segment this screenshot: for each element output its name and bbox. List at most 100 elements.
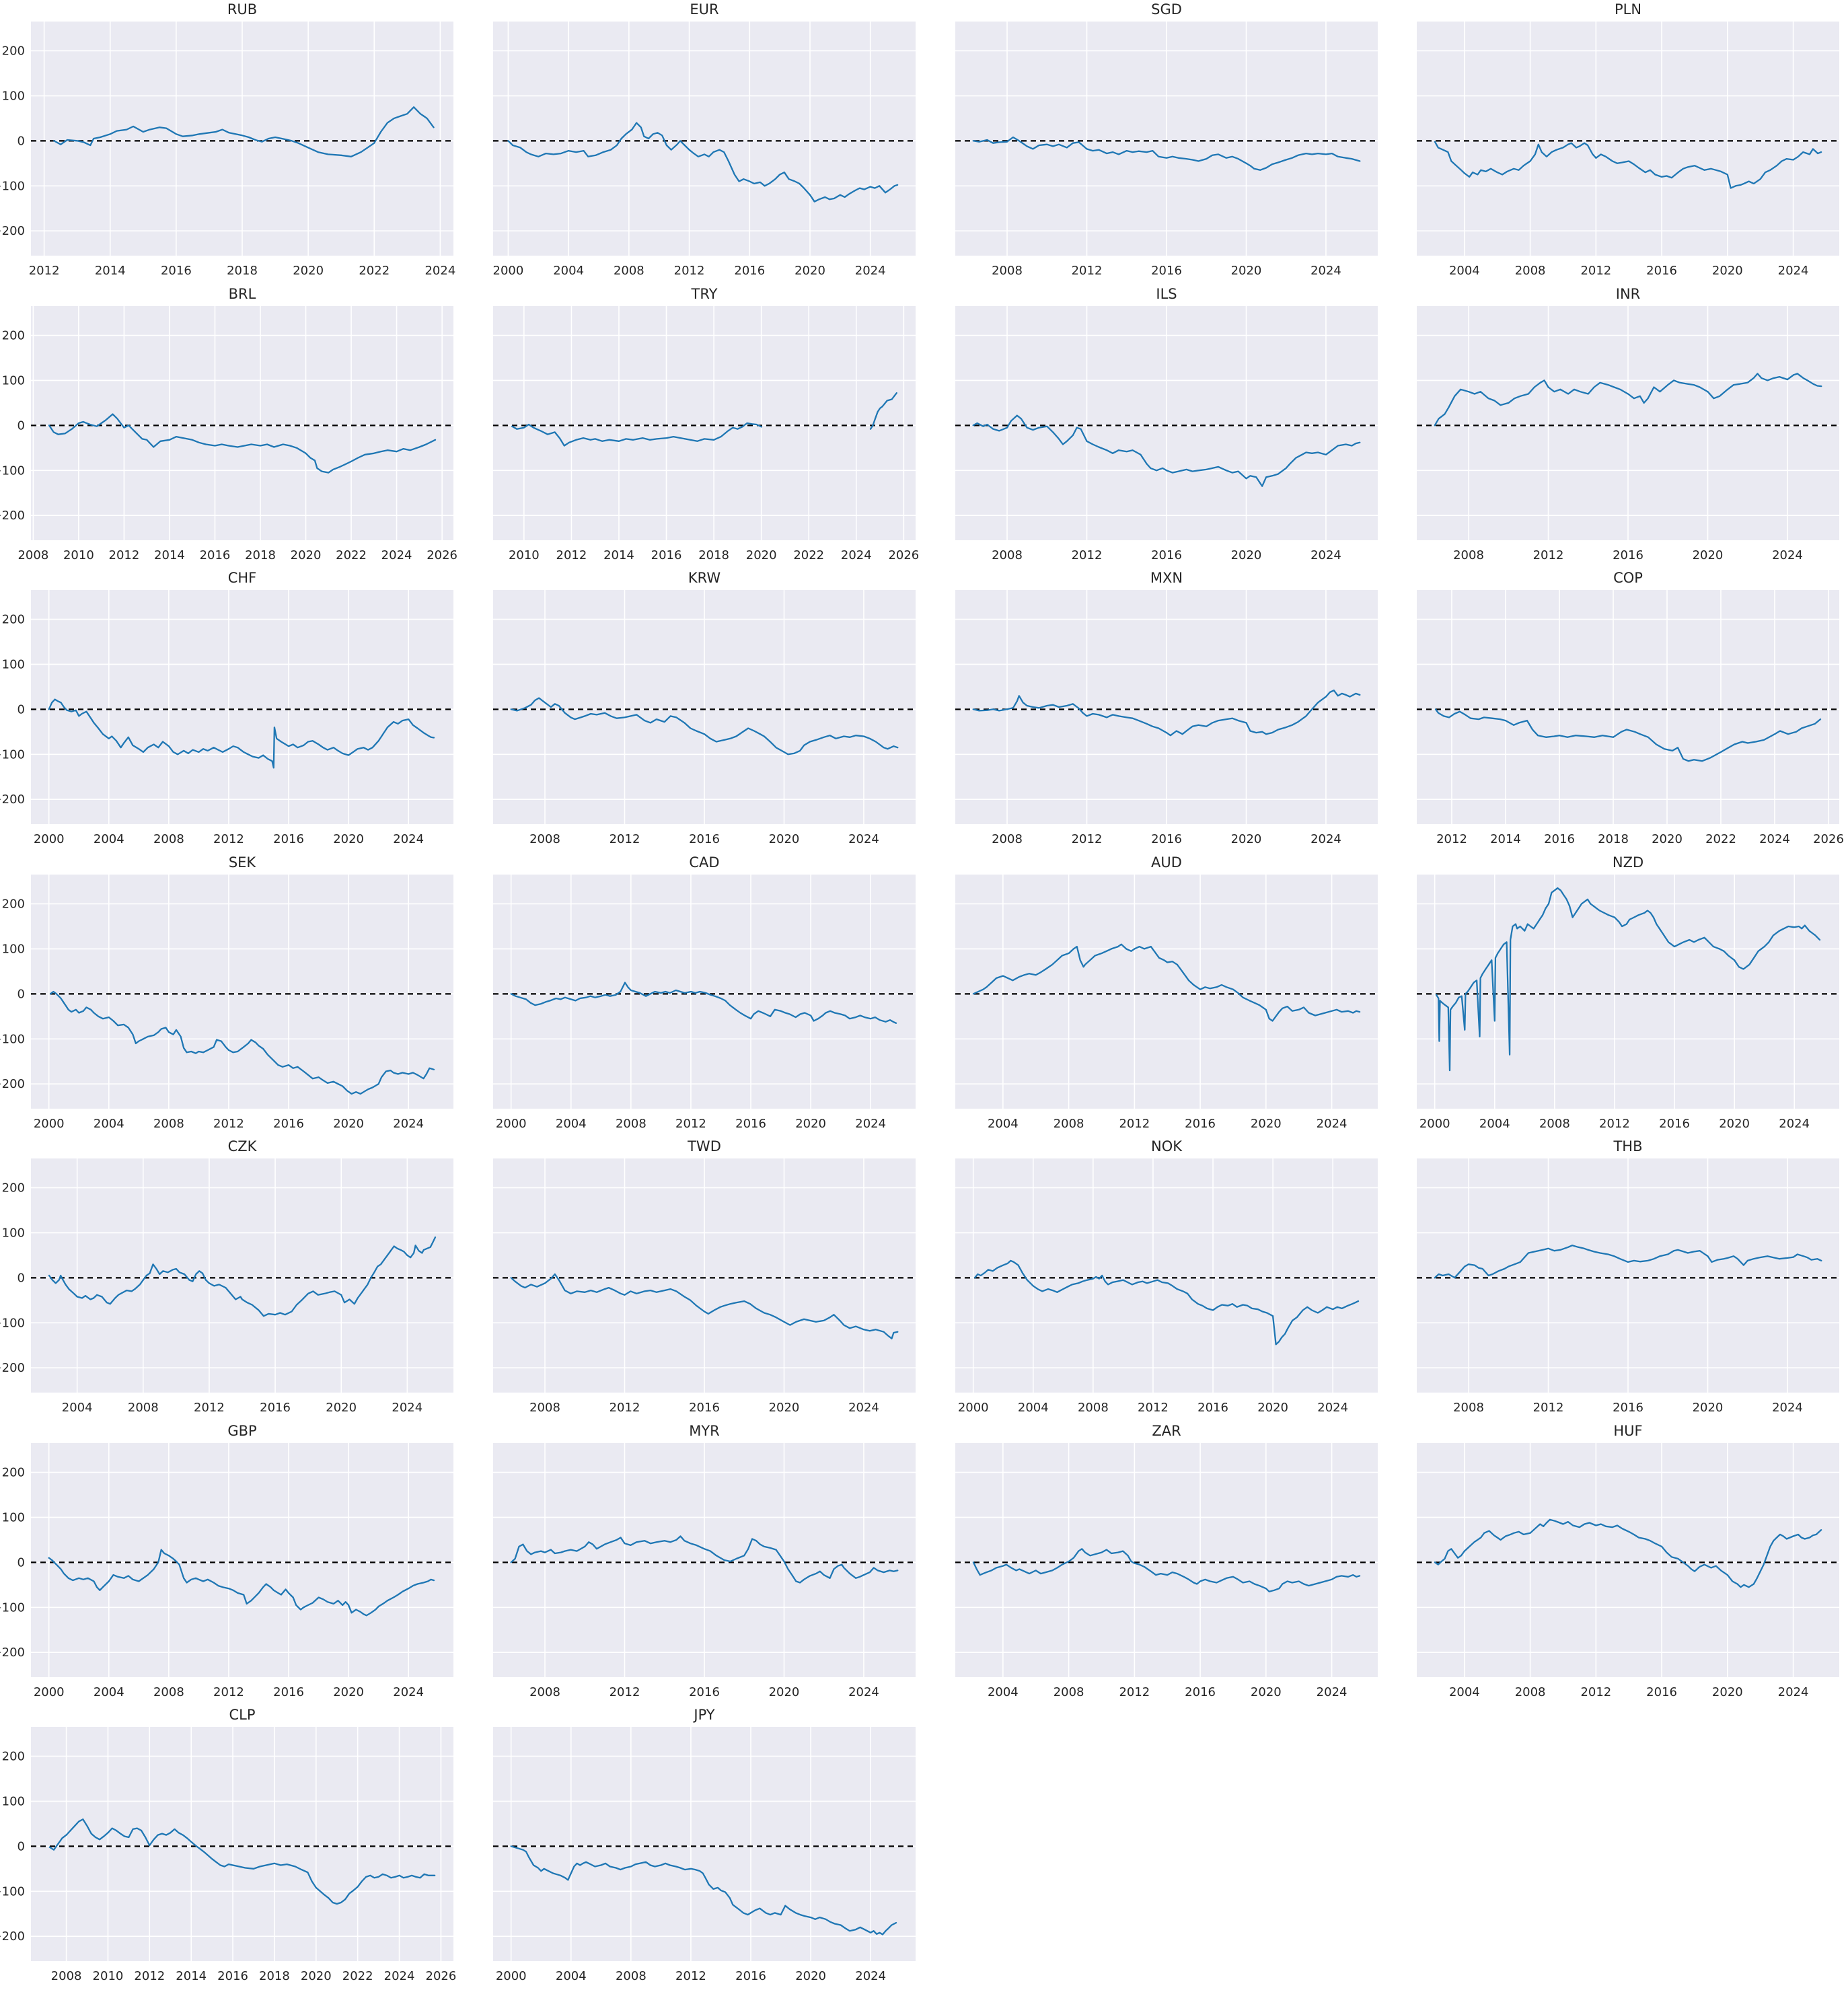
series-line-cad [510, 982, 897, 1024]
chart-rub: RUB 2012 2014 2016 2018 2020 2022 2024 −200 −100 0… [0, 0, 461, 284]
x-tick-label: 2016 [273, 1117, 304, 1131]
x-tick-label: 2020 [333, 1685, 364, 1699]
y-tick-label: −200 [0, 1361, 25, 1375]
x-tick-label: 2012 [1119, 1685, 1150, 1699]
series-line-cop [1435, 708, 1822, 762]
chart-sgd: SGD 2008 2012 2016 2020 2024 [924, 0, 1386, 284]
x-tick-label: 2020 [768, 1401, 799, 1415]
y-tick-label: −200 [0, 1077, 25, 1091]
chart-canvas-czk: CZK 2004 2008 2012 2016 2020 2024 −200 −100 0 100 2… [0, 1138, 453, 1415]
x-tick-label: 2000 [34, 1685, 65, 1699]
x-tick-label: 2024 [381, 548, 412, 562]
chart-title: NZD [1613, 854, 1643, 871]
x-tick-label: 2026 [427, 548, 457, 562]
x-tick-label: 2004 [94, 832, 124, 846]
x-tick-label: 2020 [1230, 832, 1261, 846]
y-tick-label: 100 [2, 89, 25, 103]
plot-area [1417, 590, 1840, 825]
y-tick-label: 0 [17, 702, 25, 716]
x-tick-label: 2012 [609, 1685, 640, 1699]
chart-canvas-brl: BRL 2008 2010 2012 2014 2016 2018 2020 2022 2024 2… [0, 286, 457, 562]
y-tick-label: 200 [2, 1750, 25, 1764]
chart-title: INR [1616, 286, 1641, 302]
chart-title: SEK [229, 854, 257, 871]
plot-area [955, 1442, 1378, 1677]
x-tick-label: 2014 [603, 548, 634, 562]
x-tick-label: 2016 [1659, 1117, 1690, 1131]
y-tick-label: −200 [0, 224, 25, 238]
x-tick-label: 2024 [1772, 1401, 1803, 1415]
y-tick-label: 200 [2, 328, 25, 342]
x-tick-label: 2012 [213, 1685, 244, 1699]
x-tick-label: 2012 [673, 264, 704, 278]
x-tick-label: 2024 [384, 1969, 415, 1983]
x-tick-label: 2024 [1310, 264, 1341, 278]
chart-canvas-try: TRY 2010 2012 2014 2016 2018 2020 2022 2024 2026 [492, 286, 919, 562]
series-line-thb [1434, 1245, 1822, 1279]
x-tick-label: 2004 [1017, 1401, 1048, 1415]
chart-canvas-mxn: MXN 2008 2012 2016 2020 2024 [955, 570, 1378, 846]
chart-title: RUB [227, 1, 257, 17]
series-line-pln [1434, 141, 1822, 189]
chart-title: AUD [1151, 854, 1182, 871]
x-tick-label: 2016 [734, 264, 765, 278]
x-tick-label: 2016 [735, 1117, 766, 1131]
chart-title: MYR [689, 1423, 720, 1439]
x-tick-label: 2018 [259, 1969, 290, 1983]
y-tick-label: 200 [2, 1181, 25, 1195]
x-tick-label: 2010 [509, 548, 540, 562]
y-tick-label: −100 [0, 747, 25, 762]
x-tick-label: 2026 [888, 548, 919, 562]
chart-title: NOK [1150, 1138, 1182, 1154]
x-tick-label: 2008 [992, 264, 1023, 278]
x-tick-label: 2016 [1197, 1401, 1228, 1415]
chart-canvas-aud: AUD 2004 2008 2012 2016 2020 2024 [955, 854, 1378, 1131]
x-tick-label: 2020 [1250, 1117, 1281, 1131]
x-tick-label: 2012 [213, 832, 244, 846]
y-tick-label: 0 [17, 1555, 25, 1570]
x-tick-label: 2018 [227, 264, 258, 278]
x-tick-label: 2012 [213, 1117, 244, 1131]
y-tick-label: 100 [2, 658, 25, 672]
chart-canvas-krw: KRW 2008 2012 2016 2020 2024 [492, 570, 916, 846]
x-tick-label: 2016 [1613, 1401, 1643, 1415]
x-tick-label: 2024 [855, 1117, 886, 1131]
chart-canvas-clp: CLP 2008 2010 2012 2014 2016 2018 2020 2022 2024 2… [0, 1707, 457, 1983]
plot-area [492, 1727, 916, 1962]
plot-area [955, 874, 1378, 1109]
x-tick-label: 2020 [1719, 1117, 1750, 1131]
x-tick-label: 2020 [795, 1969, 826, 1983]
x-tick-label: 2020 [301, 1969, 332, 1983]
chart-title: CAD [689, 854, 719, 871]
x-tick-label: 2016 [273, 1685, 304, 1699]
chart-pln: PLN 2004 2008 2012 2016 2020 2024 [1386, 0, 1847, 284]
x-tick-label: 2008 [1053, 1117, 1084, 1131]
series-line-sek [49, 990, 435, 1095]
x-tick-label: 2012 [675, 1969, 706, 1983]
x-tick-label: 2012 [1533, 1401, 1564, 1415]
chart-title: EUR [690, 1, 718, 17]
x-tick-label: 2000 [34, 832, 65, 846]
chart-inr: INR 2008 2012 2016 2020 2024 [1386, 285, 1847, 568]
x-tick-label: 2012 [29, 264, 60, 278]
chart-canvas-ils: ILS 2008 2012 2016 2020 2024 [955, 286, 1378, 562]
plot-area [492, 305, 916, 540]
x-tick-label: 2008 [1053, 1685, 1084, 1699]
x-tick-label: 2026 [426, 1969, 457, 1983]
x-tick-label: 2008 [1077, 1401, 1108, 1415]
chart-nzd: NZD 2000 2004 2008 2012 2016 2020 2024 [1386, 853, 1847, 1137]
x-tick-label: 2008 [616, 1969, 646, 1983]
chart-canvas-gbp: GBP 2000 2004 2008 2012 2016 2020 2024 −200 −100 0… [0, 1423, 453, 1699]
chart-sek: SEK 2000 2004 2008 2012 2016 2020 2024 −200 −100 0… [0, 853, 461, 1137]
chart-canvas-chf: CHF 2000 2004 2008 2012 2016 2020 2024 −200 −100 0… [0, 570, 453, 846]
x-tick-label: 2000 [1419, 1117, 1450, 1131]
x-tick-label: 2024 [1778, 1685, 1809, 1699]
x-tick-label: 2014 [95, 264, 126, 278]
x-tick-label: 2020 [1250, 1685, 1281, 1699]
chart-myr: MYR 2008 2012 2016 2020 2024 [462, 1422, 924, 1705]
y-tick-label: −200 [0, 792, 25, 807]
x-tick-label: 2008 [153, 1117, 184, 1131]
x-tick-label: 2024 [1316, 1685, 1347, 1699]
x-tick-label: 2016 [1151, 548, 1182, 562]
x-tick-label: 2024 [1779, 1117, 1810, 1131]
